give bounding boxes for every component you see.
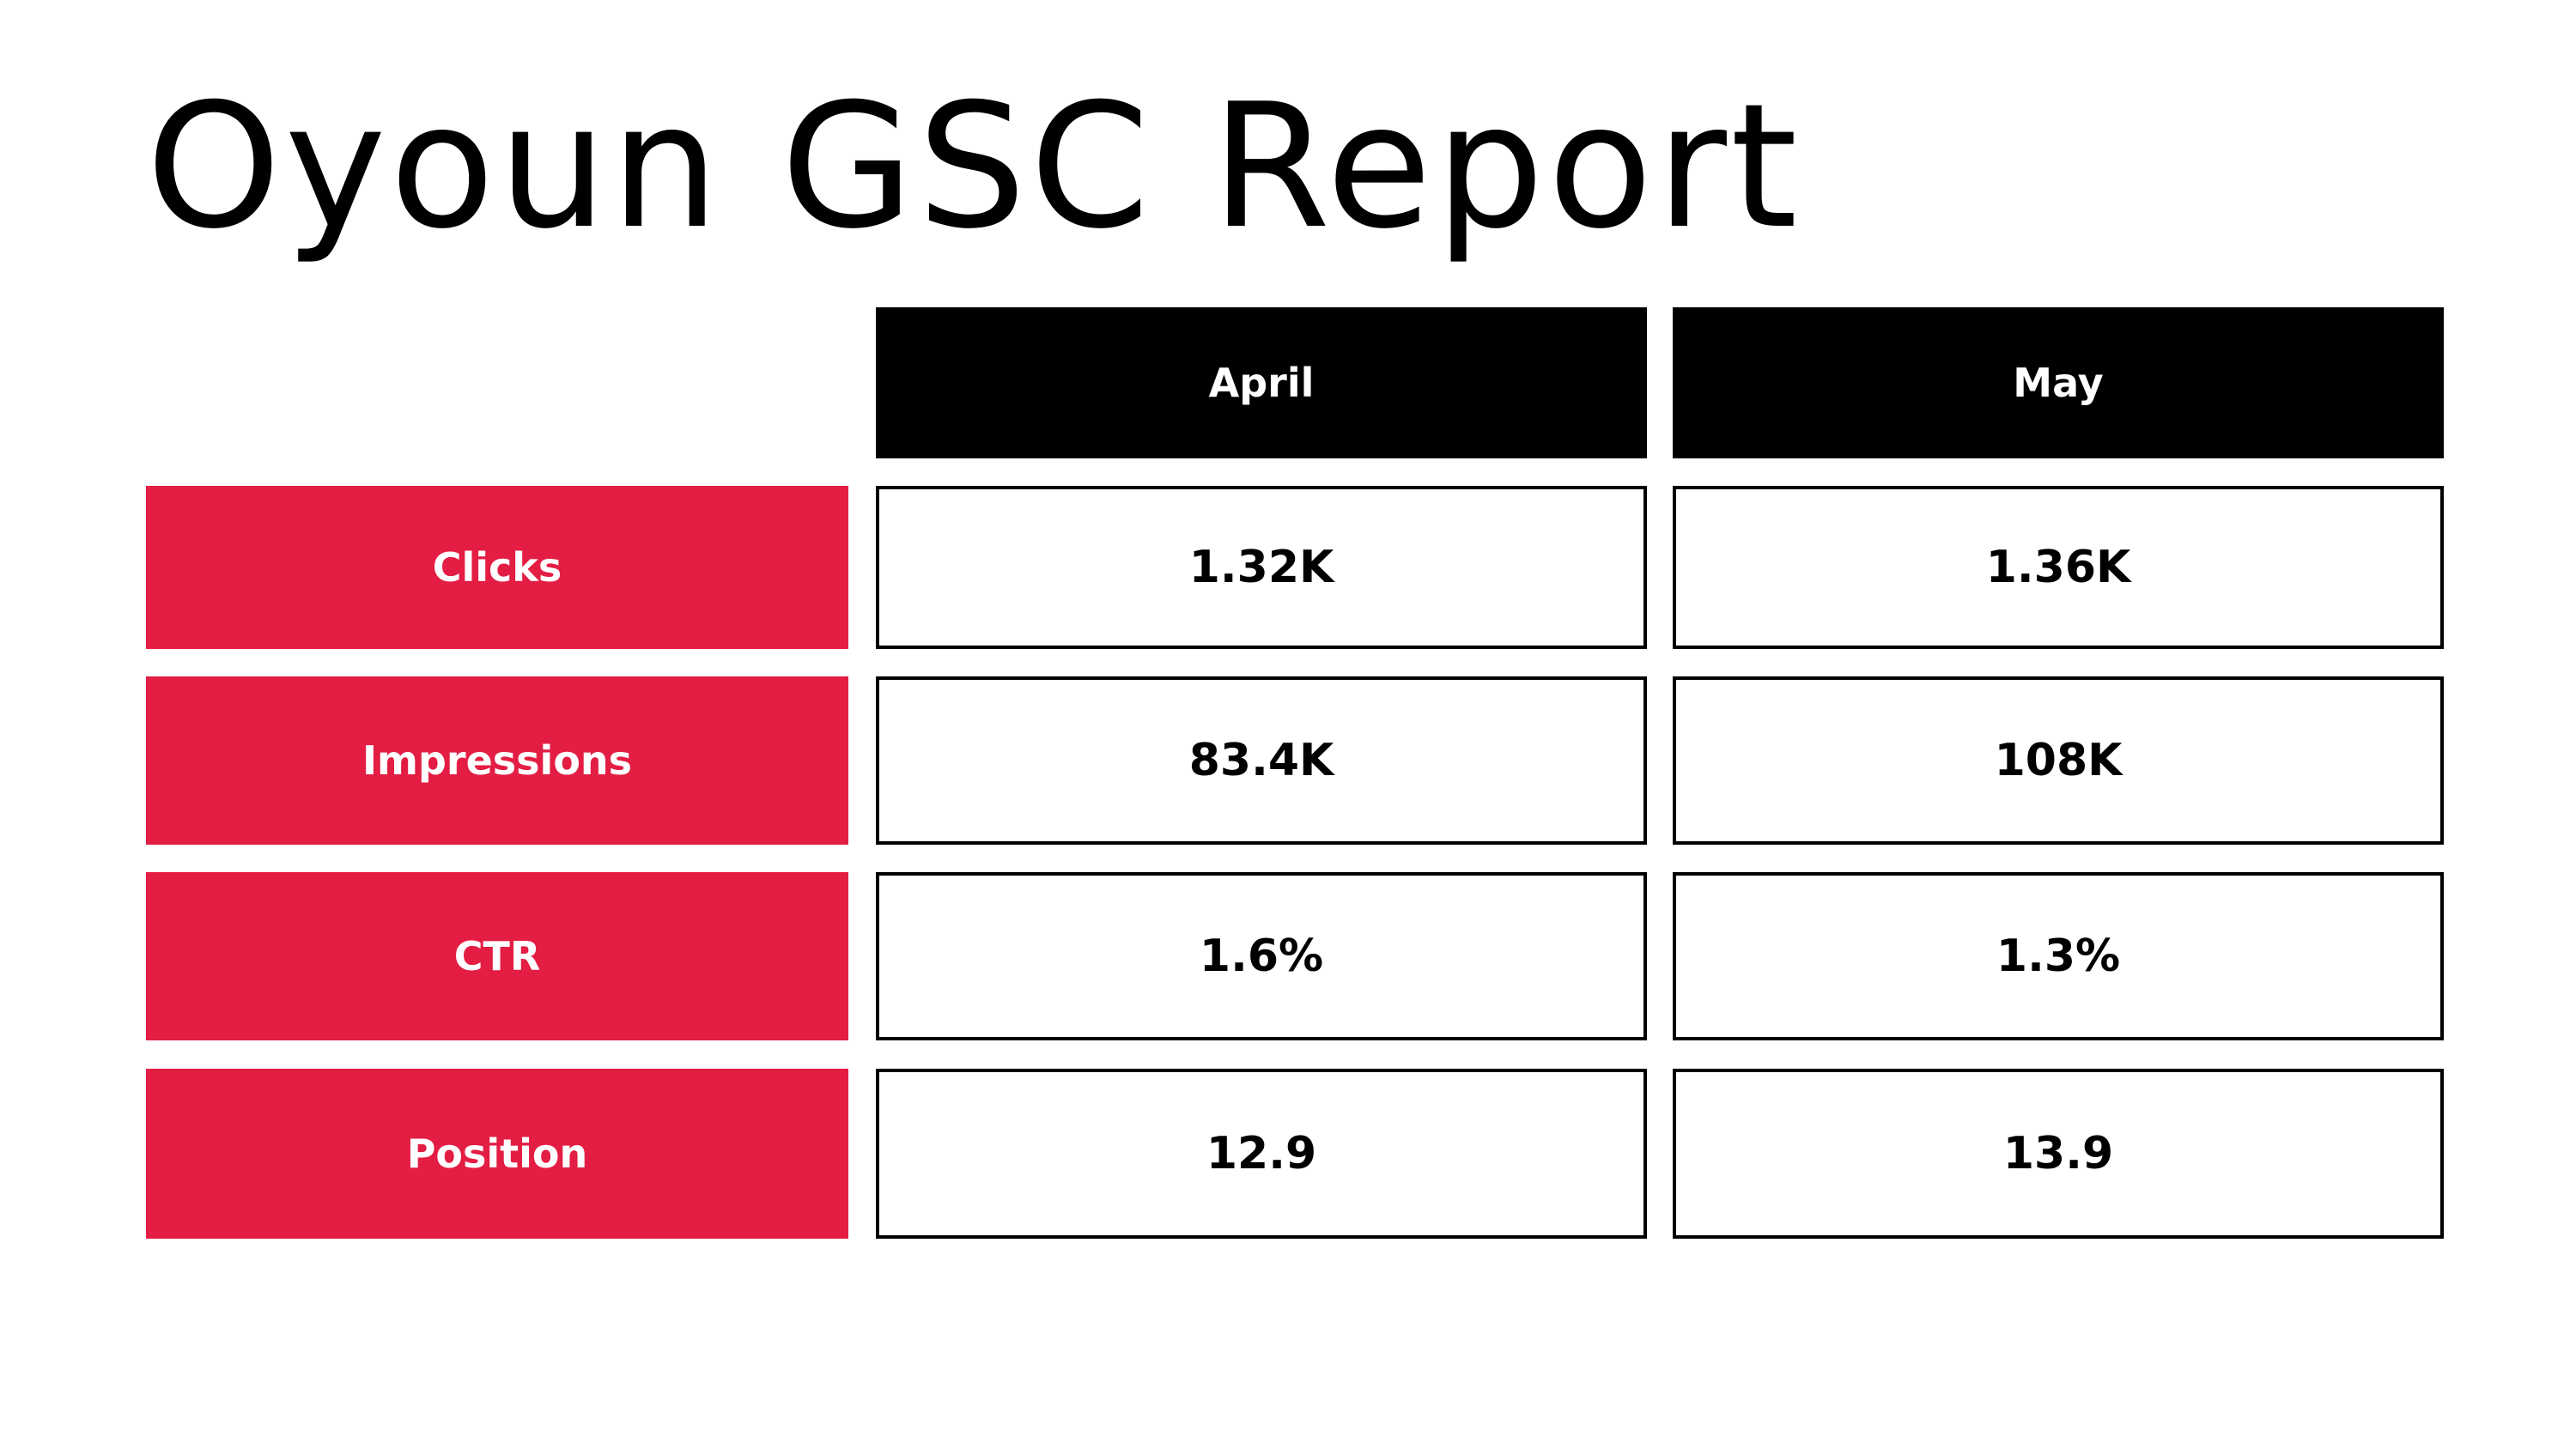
column-header-may: May bbox=[1673, 307, 2444, 458]
row-label-ctr: CTR bbox=[146, 872, 848, 1040]
table-cell: 1.6% bbox=[876, 872, 1647, 1040]
table-cell: 13.9 bbox=[1673, 1069, 2444, 1239]
table-cell: 1.32K bbox=[876, 486, 1647, 649]
row-label-clicks: Clicks bbox=[146, 486, 848, 649]
row-label-position: Position bbox=[146, 1069, 848, 1239]
table-cell: 108K bbox=[1673, 676, 2444, 845]
table-cell: 1.36K bbox=[1673, 486, 2444, 649]
report-title: Oyoun GSC Report bbox=[146, 67, 1801, 267]
column-header-april: April bbox=[876, 307, 1647, 458]
row-label-impressions: Impressions bbox=[146, 676, 848, 845]
table-cell: 1.3% bbox=[1673, 872, 2444, 1040]
table-cell: 83.4K bbox=[876, 676, 1647, 845]
table-cell: 12.9 bbox=[876, 1069, 1647, 1239]
